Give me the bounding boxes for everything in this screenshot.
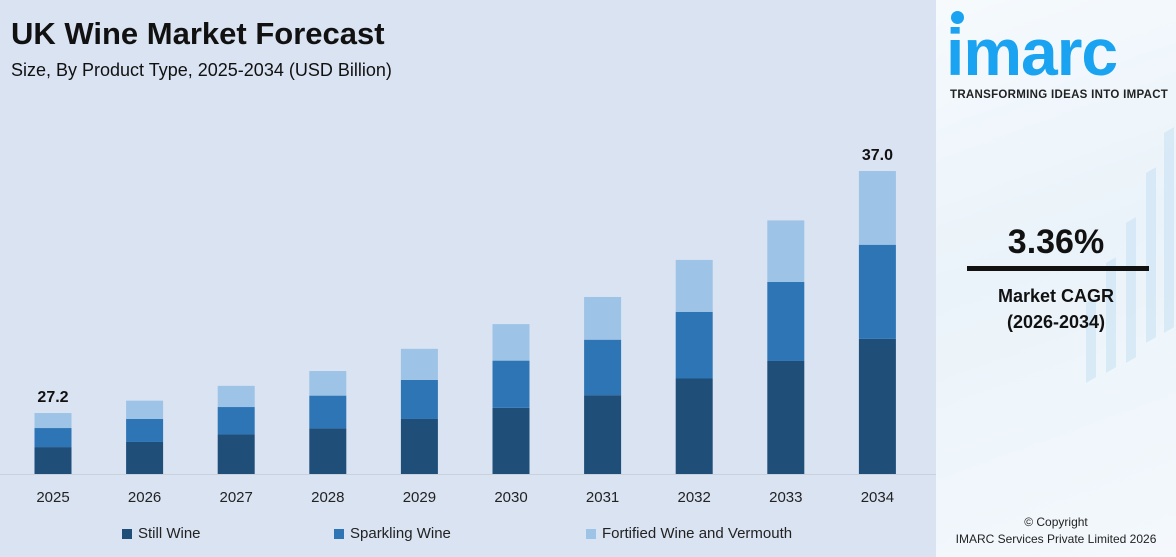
bar-segment-still-wine-2029 xyxy=(400,418,438,474)
cagr-divider xyxy=(967,266,1149,271)
logo-dot-icon xyxy=(951,11,964,24)
bar-segment-sparkling-wine-2032 xyxy=(675,311,713,379)
bar-segment-sparkling-wine-2030 xyxy=(492,360,530,408)
logo-tagline: TRANSFORMING IDEAS INTO IMPACT xyxy=(950,89,1169,101)
chart-panel: UK Wine Market Forecast Size, By Product… xyxy=(0,16,936,545)
x-tick-label: 2029 xyxy=(403,489,436,506)
bar-segment-sparkling-wine-2025 xyxy=(34,428,72,448)
bar-segment-still-wine-2030 xyxy=(492,407,530,474)
info-panel: imarc TRANSFORMING IDEAS INTO IMPACT 3.3… xyxy=(936,0,1176,557)
bar-segment-fortified-wine-and-vermouth-2032 xyxy=(675,259,713,312)
x-tick-label: 2030 xyxy=(494,489,527,506)
legend-label: Still Wine xyxy=(138,525,201,542)
bar-segment-sparkling-wine-2029 xyxy=(400,379,438,419)
bar-segment-sparkling-wine-2028 xyxy=(309,395,347,429)
legend-label: Sparkling Wine xyxy=(350,525,451,542)
bar-segment-fortified-wine-and-vermouth-2028 xyxy=(309,371,347,396)
legend-swatch xyxy=(334,528,344,539)
x-tick-label: 2025 xyxy=(36,489,69,506)
x-tick-label: 2033 xyxy=(769,489,802,506)
copyright-line-2: IMARC Services Private Limited 2026 xyxy=(955,532,1157,546)
chart-subtitle: Size, By Product Type, 2025-2034 (USD Bi… xyxy=(11,60,392,80)
bar-segment-sparkling-wine-2026 xyxy=(126,418,164,442)
bar-segment-still-wine-2033 xyxy=(767,360,805,474)
x-tick-label: 2034 xyxy=(861,489,894,506)
bar-segment-fortified-wine-and-vermouth-2030 xyxy=(492,324,530,361)
bar-segment-still-wine-2026 xyxy=(126,441,164,474)
bar-segment-fortified-wine-and-vermouth-2034 xyxy=(858,171,896,245)
chart-title: UK Wine Market Forecast xyxy=(11,16,385,51)
cagr-label-text: Market CAGR xyxy=(997,286,1115,306)
data-label: 27.2 xyxy=(37,389,68,406)
bar-segment-fortified-wine-and-vermouth-2027 xyxy=(217,385,255,408)
bar-segment-fortified-wine-and-vermouth-2026 xyxy=(126,400,164,419)
copyright-line-1: © Copyright xyxy=(1024,515,1088,529)
x-tick-label: 2032 xyxy=(678,489,711,506)
x-tick-label: 2026 xyxy=(128,489,161,506)
legend-swatch xyxy=(122,528,132,539)
legend-swatch xyxy=(586,528,596,539)
bar-segment-still-wine-2032 xyxy=(675,378,713,474)
bar-segment-still-wine-2028 xyxy=(309,428,347,474)
cagr-value: 3.36% xyxy=(1007,223,1105,261)
data-label: 37.0 xyxy=(862,147,893,164)
bar-segment-sparkling-wine-2034 xyxy=(858,244,896,339)
bar-segment-fortified-wine-and-vermouth-2033 xyxy=(767,220,805,283)
bar-segment-sparkling-wine-2033 xyxy=(767,282,805,361)
imarc-logo: imarc xyxy=(946,15,1118,89)
bar-segment-still-wine-2025 xyxy=(34,447,72,474)
bar-segment-still-wine-2027 xyxy=(217,434,255,474)
bar-segment-sparkling-wine-2027 xyxy=(217,407,255,435)
legend-label: Fortified Wine and Vermouth xyxy=(602,525,793,542)
cagr-label: Market CAGR (2026-2034) xyxy=(936,283,1176,335)
bar-segment-still-wine-2034 xyxy=(858,338,896,474)
copyright: © Copyright IMARC Services Private Limit… xyxy=(936,514,1176,548)
x-tick-label: 2028 xyxy=(311,489,344,506)
bar-segment-fortified-wine-and-vermouth-2025 xyxy=(34,413,72,429)
bar-segment-fortified-wine-and-vermouth-2029 xyxy=(400,348,438,380)
legend-item: Still Wine xyxy=(122,525,201,542)
stacked-bar-chart: 2025 27.2 2026 2027 2028 2029 2030 2031 2032 2033… xyxy=(0,147,936,506)
bar-segment-still-wine-2031 xyxy=(584,395,622,474)
legend-item: Sparkling Wine xyxy=(334,525,451,542)
cagr-period: (2026-2034) xyxy=(1006,312,1106,332)
bar-segment-sparkling-wine-2031 xyxy=(584,339,622,396)
x-tick-label: 2027 xyxy=(220,489,253,506)
legend: Still Wine Sparkling Wine Fortified Wine a… xyxy=(0,525,936,545)
legend-item: Fortified Wine and Vermouth xyxy=(586,525,792,542)
bar-segment-fortified-wine-and-vermouth-2031 xyxy=(584,296,622,340)
x-tick-label: 2031 xyxy=(586,489,619,506)
